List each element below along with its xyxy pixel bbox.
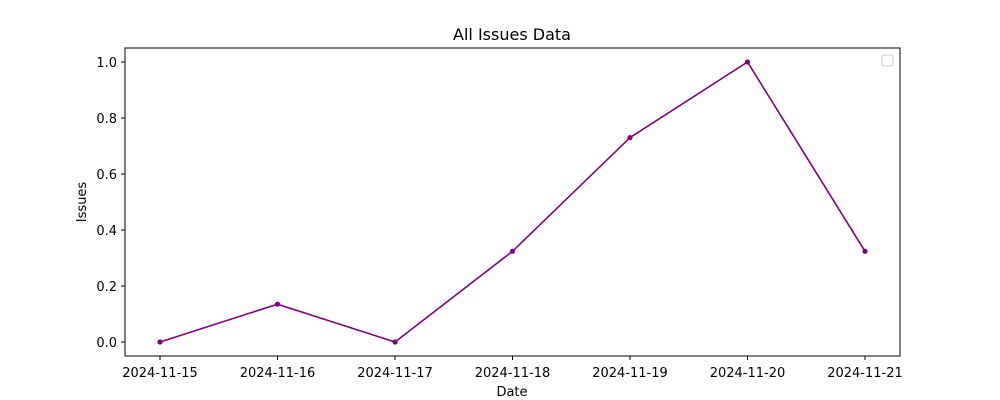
data-point <box>274 301 281 307</box>
data-point <box>627 135 633 141</box>
x-axis-label: Date <box>496 385 527 400</box>
x-tick-label: 2024-11-21 <box>827 366 903 381</box>
data-point <box>157 339 163 345</box>
plot-area <box>124 47 901 357</box>
x-tick-label: 2024-11-20 <box>710 366 786 381</box>
series-group <box>157 59 868 345</box>
x-tick-label: 2024-11-16 <box>240 366 316 381</box>
y-tick-label: 1.0 <box>96 56 117 71</box>
data-point <box>509 248 516 254</box>
y-tick-label: 0.8 <box>96 112 117 127</box>
y-tick-label: 0.0 <box>96 336 117 351</box>
data-point <box>744 59 751 65</box>
plot-frame <box>124 47 901 357</box>
data-point <box>392 339 398 345</box>
x-tick-label: 2024-11-18 <box>475 366 551 381</box>
x-tick-label: 2024-11-17 <box>357 366 433 381</box>
x-tick-label: 2024-11-19 <box>592 366 668 381</box>
chart-title: All Issues Data <box>453 25 571 44</box>
x-axis: 2024-11-15 2024-11-16 2024-11-17 2024-11-18… <box>122 356 903 381</box>
y-tick-label: 0.2 <box>96 280 117 295</box>
legend-box <box>881 54 894 67</box>
y-axis: 0.0 0.2 0.4 0.6 0.8 1.0 <box>96 56 125 351</box>
data-point <box>862 248 868 254</box>
series-line <box>159 60 866 343</box>
x-tick-label: 2024-11-15 <box>122 366 198 381</box>
y-axis-label: Issues <box>75 182 90 223</box>
y-tick-label: 0.6 <box>96 168 117 183</box>
y-tick-label: 0.4 <box>96 224 117 239</box>
